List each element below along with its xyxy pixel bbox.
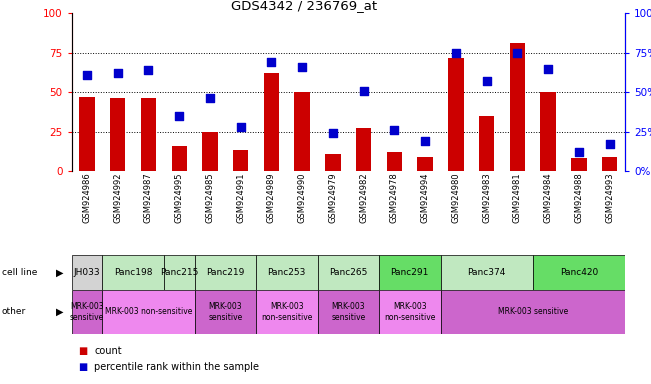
Bar xyxy=(533,255,625,290)
Text: GSM924986: GSM924986 xyxy=(83,172,92,223)
Text: other: other xyxy=(2,308,26,316)
Text: MRK-003
non-sensitive: MRK-003 non-sensitive xyxy=(384,302,436,322)
Bar xyxy=(72,290,102,334)
Bar xyxy=(441,290,625,334)
Bar xyxy=(110,98,126,171)
Bar xyxy=(448,58,464,171)
Point xyxy=(143,67,154,73)
Bar xyxy=(318,255,379,290)
Point xyxy=(420,138,430,144)
Point xyxy=(204,95,215,101)
Text: ■: ■ xyxy=(78,362,87,372)
Point xyxy=(297,64,307,70)
Text: Panc374: Panc374 xyxy=(467,268,506,277)
Bar xyxy=(326,154,340,171)
Bar xyxy=(233,151,249,171)
Text: count: count xyxy=(94,346,122,356)
Text: MRK-003
sensitive: MRK-003 sensitive xyxy=(208,302,242,322)
Text: MRK-003
non-sensitive: MRK-003 non-sensitive xyxy=(261,302,312,322)
Point xyxy=(543,66,553,72)
Text: GSM924993: GSM924993 xyxy=(605,172,614,223)
Point xyxy=(359,88,369,94)
Bar xyxy=(256,290,318,334)
Bar xyxy=(164,255,195,290)
Bar xyxy=(379,290,441,334)
Text: GSM924983: GSM924983 xyxy=(482,172,491,223)
Text: GSM924979: GSM924979 xyxy=(328,172,337,223)
Bar xyxy=(602,157,617,171)
Text: GSM924992: GSM924992 xyxy=(113,172,122,223)
Bar xyxy=(79,97,94,171)
Text: GSM924990: GSM924990 xyxy=(298,172,307,223)
Title: GDS4342 / 236769_at: GDS4342 / 236769_at xyxy=(231,0,377,12)
Text: GSM924980: GSM924980 xyxy=(451,172,460,223)
Bar xyxy=(417,157,433,171)
Point xyxy=(604,141,615,147)
Bar xyxy=(195,255,256,290)
Bar xyxy=(479,116,494,171)
Bar xyxy=(102,290,195,334)
Text: MRK-003 non-sensitive: MRK-003 non-sensitive xyxy=(105,308,192,316)
Bar xyxy=(540,92,556,171)
Text: Panc253: Panc253 xyxy=(268,268,306,277)
Bar xyxy=(72,255,102,290)
Text: GSM924978: GSM924978 xyxy=(390,172,399,223)
Text: GSM924989: GSM924989 xyxy=(267,172,276,223)
Bar xyxy=(202,132,217,171)
Point xyxy=(236,124,246,130)
Text: MRK-003
sensitive: MRK-003 sensitive xyxy=(331,302,365,322)
Point xyxy=(174,113,184,119)
Bar xyxy=(356,128,371,171)
Bar xyxy=(441,255,533,290)
Point xyxy=(512,50,523,56)
Bar xyxy=(571,158,587,171)
Text: JH033: JH033 xyxy=(74,268,100,277)
Text: GSM924981: GSM924981 xyxy=(513,172,522,223)
Text: GSM924991: GSM924991 xyxy=(236,172,245,223)
Text: Panc215: Panc215 xyxy=(160,268,199,277)
Point xyxy=(82,72,92,78)
Bar xyxy=(195,290,256,334)
Bar xyxy=(141,98,156,171)
Text: Panc219: Panc219 xyxy=(206,268,245,277)
Text: Panc265: Panc265 xyxy=(329,268,367,277)
Point xyxy=(481,78,492,84)
Text: GSM924995: GSM924995 xyxy=(174,172,184,223)
Point xyxy=(450,50,461,56)
Text: Panc291: Panc291 xyxy=(391,268,429,277)
Point xyxy=(266,59,277,65)
Text: GSM924988: GSM924988 xyxy=(574,172,583,223)
Bar xyxy=(256,255,318,290)
Bar xyxy=(264,73,279,171)
Text: Panc198: Panc198 xyxy=(114,268,152,277)
Text: GSM924994: GSM924994 xyxy=(421,172,430,223)
Text: GSM924984: GSM924984 xyxy=(544,172,553,223)
Text: MRK-003
sensitive: MRK-003 sensitive xyxy=(70,302,104,322)
Text: GSM924985: GSM924985 xyxy=(206,172,214,223)
Bar xyxy=(102,255,164,290)
Point xyxy=(113,70,123,76)
Bar xyxy=(387,152,402,171)
Text: ▶: ▶ xyxy=(56,268,64,278)
Bar xyxy=(294,92,310,171)
Point xyxy=(574,149,584,155)
Text: ■: ■ xyxy=(78,346,87,356)
Bar xyxy=(318,290,379,334)
Text: ▶: ▶ xyxy=(56,307,64,317)
Text: Panc420: Panc420 xyxy=(560,268,598,277)
Text: MRK-003 sensitive: MRK-003 sensitive xyxy=(497,308,568,316)
Point xyxy=(389,127,400,133)
Bar xyxy=(171,146,187,171)
Text: GSM924982: GSM924982 xyxy=(359,172,368,223)
Point xyxy=(327,130,338,136)
Bar xyxy=(510,43,525,171)
Bar xyxy=(379,255,441,290)
Text: cell line: cell line xyxy=(2,268,37,277)
Text: percentile rank within the sample: percentile rank within the sample xyxy=(94,362,259,372)
Text: GSM924987: GSM924987 xyxy=(144,172,153,223)
